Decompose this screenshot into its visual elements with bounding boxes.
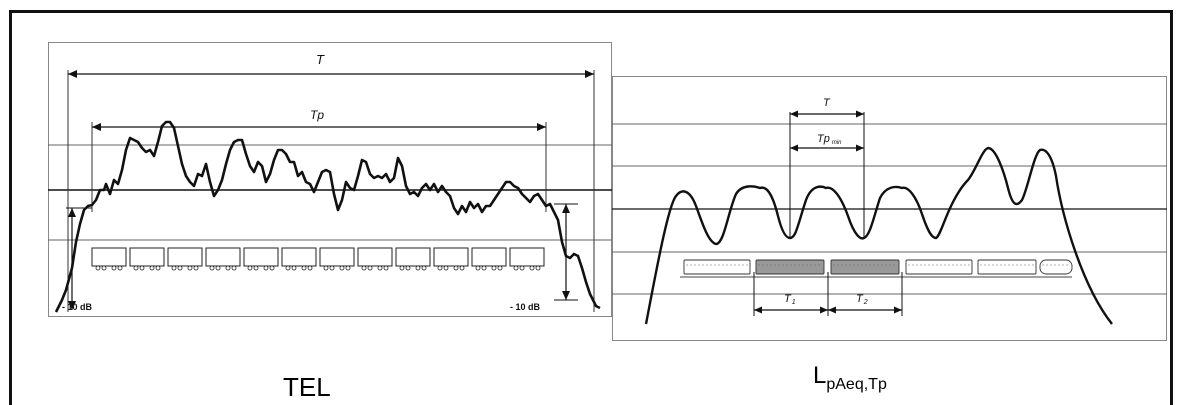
lpaeq-train-car [905,259,973,275]
tel-wagon-wheel [177,265,183,271]
tel-wagon-wheel [209,265,215,271]
tel-wagon [129,247,165,267]
tel-wagon-wheel [513,265,519,271]
tel-wagon-wheel [405,265,411,271]
lpaeq-T-label: T [823,97,831,109]
lpaeq-T2-arrowheads [828,306,902,314]
tel-wagon-wheel [345,265,351,271]
tel-wagon-wheel [301,265,307,271]
tel-wagon-wheel [399,265,405,271]
tel-wagon-wheel [247,265,253,271]
lpaeq-train-car [830,259,900,275]
tel-wagon-wheel [519,265,525,271]
tel-wagon [167,247,203,267]
lpaeq-diagram: T Tp min T1 T2 [612,76,1167,341]
tel-wagon-wheel [95,265,101,271]
tel-noise-curve [54,120,601,313]
tel-wagon-wheel [193,265,199,271]
figure-frame [9,10,1173,405]
lpaeq-caption-main: L [813,362,827,389]
tel-wagon-wheel [329,265,335,271]
tel-wagon-wheel [437,265,443,271]
tel-wagon-wheel [155,265,161,271]
lpaeq-Tp-text: Tp [817,133,830,145]
lpaeq-train [680,259,1073,278]
tel-wagon-wheel [529,265,535,271]
lpaeq-T1-arrowheads [754,306,828,314]
tel-wagon-wheel [117,265,123,271]
tel-plot-border [48,42,612,317]
tel-Tp-label: Tp [310,108,324,122]
tel-wagon-wheel [339,265,345,271]
tel-wagon [357,247,393,267]
lpaeq-T1-label: T1 [784,293,796,306]
tel-10db-right-label: - 10 dB [510,302,541,312]
tel-wagon [243,247,279,267]
tel-wagon-wheel [377,265,383,271]
tel-wagon [281,247,317,267]
lpaeq-T2-label: T2 [856,293,868,306]
tel-wagon-wheel [497,265,503,271]
lpaeq-Tp-label: Tp min [817,133,842,146]
tel-wagon-wheel [291,265,297,271]
lpaeq-noise-curve [644,146,1113,325]
tel-wagon-wheel [481,265,487,271]
tel-diagram: T Tp - 10 dB - 10 dB [48,42,612,317]
tel-wagon-wheel [263,265,269,271]
lpaeq-T2-text: T [856,293,864,305]
tel-wagon-wheel [231,265,237,271]
tel-wagon-wheel [225,265,231,271]
tel-T-label: T [316,52,325,67]
tel-wagon-wheel [323,265,329,271]
lpaeq-locomotive [1039,259,1073,275]
lpaeq-Tp-arrowheads [790,144,864,152]
tel-wagon [205,247,241,267]
tel-wagon-wheel [139,265,145,271]
tel-wagon-wheel [453,265,459,271]
tel-wagon [433,247,469,267]
lpaeq-caption-sub: pAeq,Tp [826,376,887,393]
tel-train-wagons [91,247,545,271]
tel-wagon-wheel [111,265,117,271]
tel-wagon [319,247,355,267]
tel-wagon-wheel [475,265,481,271]
lpaeq-train-car [977,259,1037,275]
lpaeq-T1-text: T [784,293,792,305]
tel-wagon-wheel [535,265,541,271]
tel-wagon-wheel [187,265,193,271]
tel-wagon [471,247,507,267]
tel-wagon-wheel [101,265,107,271]
tel-wagon-wheel [367,265,373,271]
lpaeq-T2-subscript: 2 [863,299,868,306]
lpaeq-T-arrowheads [790,110,864,118]
tel-wagon-wheel [171,265,177,271]
lpaeq-caption: LpAeq,Tp [813,362,887,394]
lpaeq-Tp-subscript: min [832,140,842,146]
tel-wagon-wheel [415,265,421,271]
tel-wagon-wheel [133,265,139,271]
tel-wagon-wheel [269,265,275,271]
tel-wagon-wheel [253,265,259,271]
tel-wagon-wheel [383,265,389,271]
tel-caption: TEL [283,372,331,402]
tel-wagon [91,247,127,267]
tel-wagon-wheel [215,265,221,271]
tel-wagon-wheel [421,265,427,271]
lpaeq-train-car [755,259,825,275]
lpaeq-train-car [683,259,751,275]
tel-wagon [509,247,545,267]
tel-wagon-wheel [285,265,291,271]
tel-wagon-wheel [491,265,497,271]
tel-wagon-wheel [443,265,449,271]
tel-wagon-wheel [361,265,367,271]
tel-wagon-wheel [459,265,465,271]
tel-wagon [395,247,431,267]
tel-wagon-wheel [149,265,155,271]
lpaeq-T1-subscript: 1 [792,299,796,306]
tel-10db-left-label: - 10 dB [62,302,93,312]
tel-wagon-wheel [307,265,313,271]
